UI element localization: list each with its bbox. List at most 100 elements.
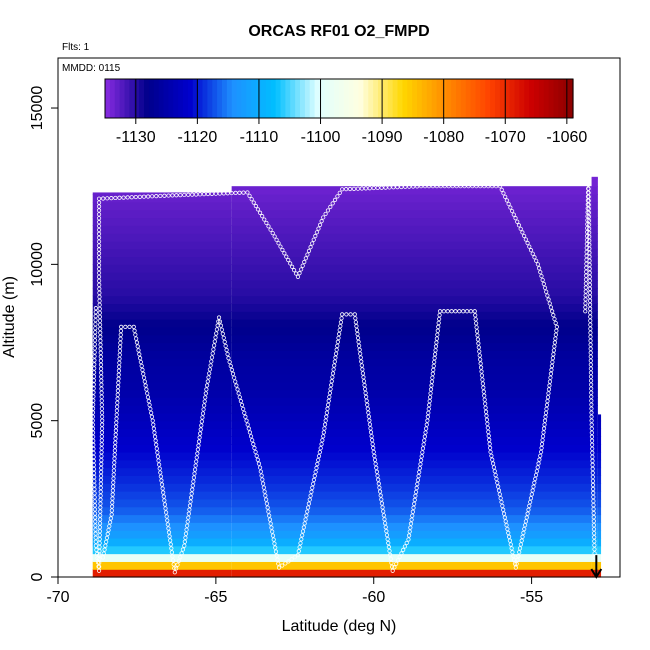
heatmap-cell-3-13 [597,467,602,476]
track-point-662 [276,561,281,566]
track-point-166 [125,195,130,200]
track-point-386 [512,561,518,566]
track-point-811 [159,478,164,483]
track-point-465 [435,332,440,337]
track-tail-point-124 [592,535,597,540]
track-point-622 [322,422,328,427]
heatmap-cell-1-45 [231,217,592,226]
colorbar-swatch-24 [222,79,228,118]
heatmap-cell-2-28 [591,350,598,359]
track-point-451 [468,309,474,314]
track-point-117 [98,362,104,367]
track-point-329 [551,348,556,353]
colorbar-swatch-50 [348,79,355,118]
track-point-560 [369,434,374,439]
colorbar-swatch-94 [563,79,569,118]
track-point-364 [531,484,536,489]
colorbar-swatch-21 [207,79,213,118]
track-point-138 [97,278,102,283]
track-point-791 [170,558,176,563]
track-point-587 [354,327,360,333]
track-point-197 [247,193,252,198]
track-point-160 [101,196,106,201]
heatmap-cell-2-12 [591,475,598,484]
track-point-179 [178,193,183,198]
track-point-90 [99,469,104,475]
heatmap-cell-0-43 [92,233,232,242]
colorbar-frame [104,78,574,119]
track-point-86 [98,485,103,490]
track-point-285 [497,184,503,189]
track-point-102 [100,422,105,427]
track-point-121 [98,346,103,351]
track-point-408 [494,476,499,482]
track-point-839 [140,367,145,372]
track-point-370 [526,507,531,512]
track-point-109 [99,394,104,399]
track-point-143 [96,259,102,264]
track-point-219 [291,268,297,273]
track-point-731 [212,343,217,348]
track-point-850 [131,324,136,329]
track-tail-point-69 [588,314,593,319]
track-point-461 [437,316,442,322]
track-point-65 [96,568,102,573]
heatmap-cell-2-23 [591,389,598,398]
track-point-214 [282,251,287,256]
track-tail-point-18 [584,237,590,243]
track-point-8 [92,338,98,343]
track-point-20 [91,386,96,391]
track-point-603 [334,347,339,352]
colorbar-tick-label-5: -1080 [423,129,464,146]
track-point-909 [102,547,107,552]
track-point-330 [551,352,556,357]
track-tail-point-36 [586,182,591,187]
track-point-23 [91,398,96,403]
track-point-480 [428,391,433,396]
track-point-369 [527,503,532,509]
track-point-317 [547,301,552,306]
heatmap-cell-2-38 [591,272,598,281]
track-tail-point-123 [592,531,597,536]
track-point-371 [525,511,530,516]
track-point-740 [205,379,210,384]
track-point-146 [96,247,102,252]
track-point-242 [332,197,338,202]
heatmap-cell-1-31 [231,326,592,336]
colorbar-swatch-54 [368,79,374,118]
track-point-571 [363,390,368,396]
track-tail-point-102 [590,446,595,451]
track-point-278 [470,184,475,189]
track-point-41 [91,471,97,476]
heatmap-cell-0-9 [92,498,232,508]
track-tail-point-75 [588,338,593,343]
track-point-813 [158,470,163,475]
track-point-342 [545,399,550,404]
track-point-302 [527,244,532,249]
track-point-474 [431,367,436,372]
track-point-400 [501,507,506,512]
track-point-489 [424,426,429,431]
track-point-158 [96,200,102,205]
track-point-445 [474,329,480,334]
track-tail-point-63 [587,290,593,295]
track-point-313 [542,285,548,290]
heatmap-cell-0-40 [92,256,232,265]
track-point-412 [490,461,496,466]
track-point-318 [548,305,554,310]
track-point-164 [117,195,122,200]
heatmap-cell-3-8 [597,506,602,516]
track-tail-point-57 [587,266,592,271]
track-point-457 [445,309,450,314]
track-point-96 [99,446,104,451]
track-point-280 [478,184,483,189]
track-point-299 [522,233,527,239]
track-point-48 [92,499,97,504]
heatmap-cell-2-17 [591,436,598,445]
track-point-694 [248,434,254,439]
track-point-745 [202,399,207,404]
track-point-11 [92,350,97,355]
track-point-764 [191,475,197,480]
track-point-94 [99,454,104,459]
track-point-251 [363,186,368,191]
